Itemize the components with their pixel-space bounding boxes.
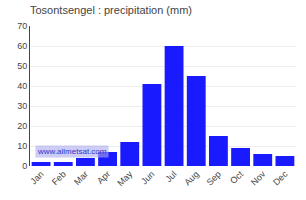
svg-text:Oct: Oct <box>228 169 245 186</box>
svg-text:Mar: Mar <box>72 169 90 187</box>
svg-text:70: 70 <box>17 21 27 31</box>
svg-text:10: 10 <box>17 141 27 151</box>
svg-text:Tosontsengel : precipitation (: Tosontsengel : precipitation (mm) <box>30 4 192 16</box>
svg-text:20: 20 <box>17 121 27 131</box>
svg-text:Nov: Nov <box>249 169 268 188</box>
svg-text:40: 40 <box>17 81 27 91</box>
svg-text:0: 0 <box>22 161 27 171</box>
svg-text:Jul: Jul <box>163 169 178 184</box>
svg-text:Apr: Apr <box>95 169 112 186</box>
svg-text:60: 60 <box>17 41 27 51</box>
svg-text:Jan: Jan <box>28 169 45 186</box>
svg-text:Jun: Jun <box>139 169 156 186</box>
svg-text:May: May <box>115 169 134 188</box>
svg-text:Sep: Sep <box>205 169 223 187</box>
svg-text:Aug: Aug <box>182 169 200 187</box>
svg-text:Dec: Dec <box>271 169 290 188</box>
svg-text:Feb: Feb <box>50 169 68 187</box>
svg-text:www.allmetsat.com: www.allmetsat.com <box>37 147 107 156</box>
svg-text:50: 50 <box>17 61 27 71</box>
svg-text:30: 30 <box>17 101 27 111</box>
